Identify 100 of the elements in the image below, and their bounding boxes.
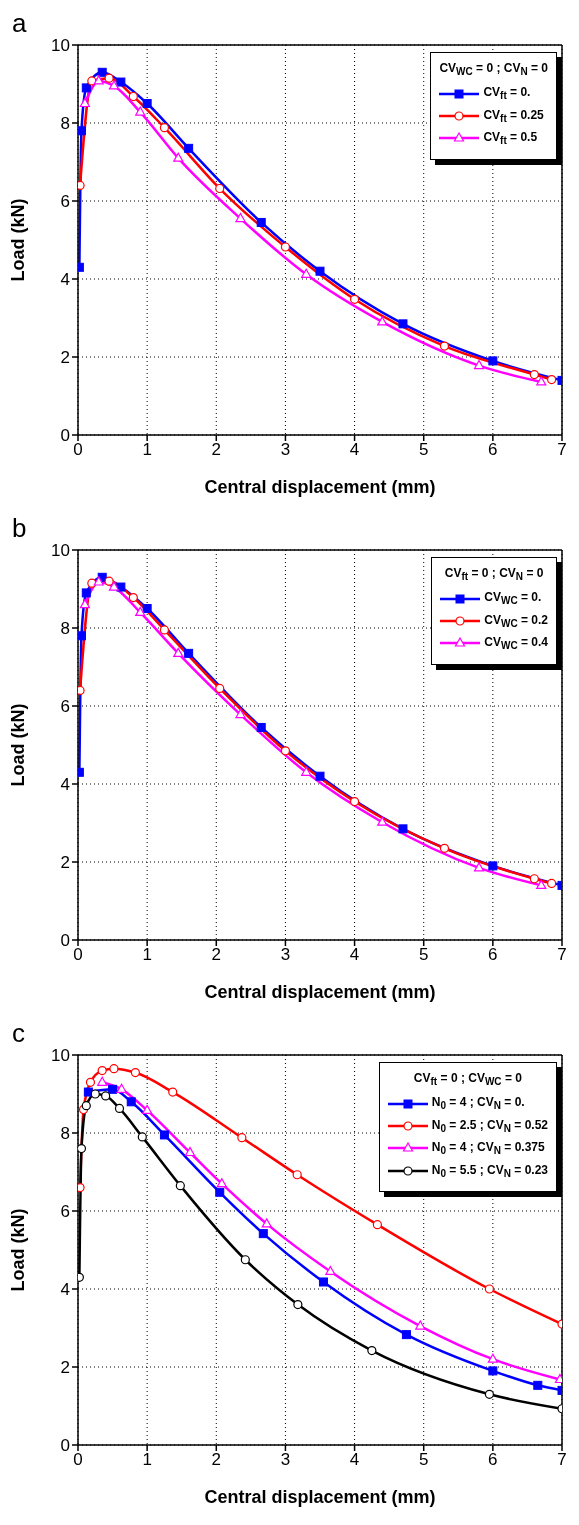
point <box>216 1178 227 1188</box>
point <box>292 1170 302 1180</box>
point <box>116 1083 127 1093</box>
point <box>128 91 138 102</box>
x-tick-label: 5 <box>418 440 429 460</box>
point <box>529 874 539 884</box>
point <box>439 341 450 351</box>
legend-label: CV$_{WC}$ = 0. <box>484 590 542 607</box>
point <box>240 1255 250 1265</box>
legend-label: CV$_{WC}$ = 0.2 <box>484 612 548 630</box>
point <box>78 631 86 641</box>
point <box>473 359 485 370</box>
legend-title: CV$_{ft}$ = 0 ; CV$_{WC}$ = 0 <box>412 1071 523 1088</box>
point <box>547 878 557 889</box>
point <box>108 1084 118 1094</box>
x-tick-label: 1 <box>142 945 152 965</box>
x-tick-label: 6 <box>488 1450 498 1470</box>
point <box>173 152 184 162</box>
point <box>398 319 408 329</box>
point <box>256 217 266 227</box>
x-axis-title: Central displacement (mm) <box>204 1487 436 1507</box>
point <box>215 1187 225 1197</box>
point <box>349 796 360 807</box>
y-tick-label: 0 <box>60 426 70 446</box>
y-tick-label: 8 <box>60 114 70 134</box>
point <box>235 212 246 223</box>
y-tick-label: 10 <box>51 541 70 561</box>
x-tick-label: 5 <box>418 945 429 965</box>
point <box>261 1218 272 1228</box>
point <box>184 1146 196 1157</box>
point <box>415 1320 426 1330</box>
point <box>114 1103 125 1114</box>
point <box>97 1066 107 1076</box>
legend-label: CV$_{ft}$ = 0.5 <box>483 130 538 147</box>
x-tick-label: 0 <box>73 945 83 965</box>
x-tick-label: 1 <box>142 1450 152 1470</box>
y-tick-label: 4 <box>60 270 70 290</box>
point <box>93 576 104 586</box>
point <box>488 1366 498 1376</box>
point <box>81 83 91 93</box>
x-tick-label: 6 <box>488 945 498 965</box>
point <box>78 126 86 136</box>
point <box>142 604 152 613</box>
x-tick-label: 4 <box>349 440 360 460</box>
point <box>529 369 539 380</box>
chart-title: c <box>12 1018 25 1049</box>
x-tick-label: 4 <box>349 945 360 965</box>
x-axis-title: Central displacement (mm) <box>204 477 436 497</box>
legend-label: CV$_{WC}$ = 0.4 <box>484 635 548 652</box>
point <box>79 97 91 108</box>
point <box>547 375 557 385</box>
y-tick-label: 6 <box>60 697 70 717</box>
x-tick-label: 2 <box>211 440 222 460</box>
point <box>349 294 360 304</box>
point <box>159 123 170 133</box>
point <box>108 80 120 90</box>
y-tick-label: 6 <box>60 1202 70 1222</box>
y-tick-label: 2 <box>60 1358 70 1378</box>
point <box>116 582 126 592</box>
point <box>318 1277 328 1287</box>
y-tick-label: 10 <box>51 36 70 56</box>
x-tick-label: 1 <box>142 440 152 460</box>
point <box>109 1064 119 1074</box>
point <box>315 266 325 276</box>
chart-title: a <box>12 8 27 39</box>
point <box>488 861 498 871</box>
point <box>142 99 152 108</box>
point <box>126 1097 136 1107</box>
point <box>78 1144 87 1154</box>
point <box>256 722 266 732</box>
point <box>81 1101 91 1111</box>
y-tick-label: 4 <box>60 1280 70 1300</box>
point <box>280 746 291 756</box>
legend-label: N$_{0}$ = 2.5 ; CV$_{N}$ = 0.52 <box>431 1117 548 1135</box>
point <box>97 67 107 77</box>
y-axis-title: Load (kN) <box>8 1208 29 1292</box>
point <box>175 1181 185 1191</box>
x-tick-label: 6 <box>488 440 498 460</box>
legend-title: CV$_{WC}$ = 0 ; CV$_{N}$ = 0 <box>439 61 548 78</box>
y-tick-label: 2 <box>60 348 70 368</box>
point <box>325 1265 336 1276</box>
point <box>135 106 146 116</box>
point <box>168 1087 178 1097</box>
x-tick-label: 0 <box>73 1450 83 1470</box>
x-tick-label: 0 <box>73 440 83 460</box>
point <box>142 1104 153 1114</box>
point <box>184 143 194 153</box>
point <box>258 1229 268 1239</box>
point <box>301 766 312 776</box>
legend-label: CV$_{ft}$ = 0.25 <box>483 107 544 125</box>
point <box>215 183 225 194</box>
point <box>128 592 138 603</box>
legend-label: N$_{0}$ = 4 ; CV$_{N}$ = 0. <box>431 1095 525 1112</box>
point <box>315 771 325 781</box>
y-tick-label: 0 <box>60 931 70 951</box>
chart-title: b <box>12 513 27 544</box>
x-tick-label: 7 <box>557 1450 567 1470</box>
y-tick-label: 4 <box>60 775 70 795</box>
point <box>108 581 120 591</box>
point <box>398 824 408 834</box>
